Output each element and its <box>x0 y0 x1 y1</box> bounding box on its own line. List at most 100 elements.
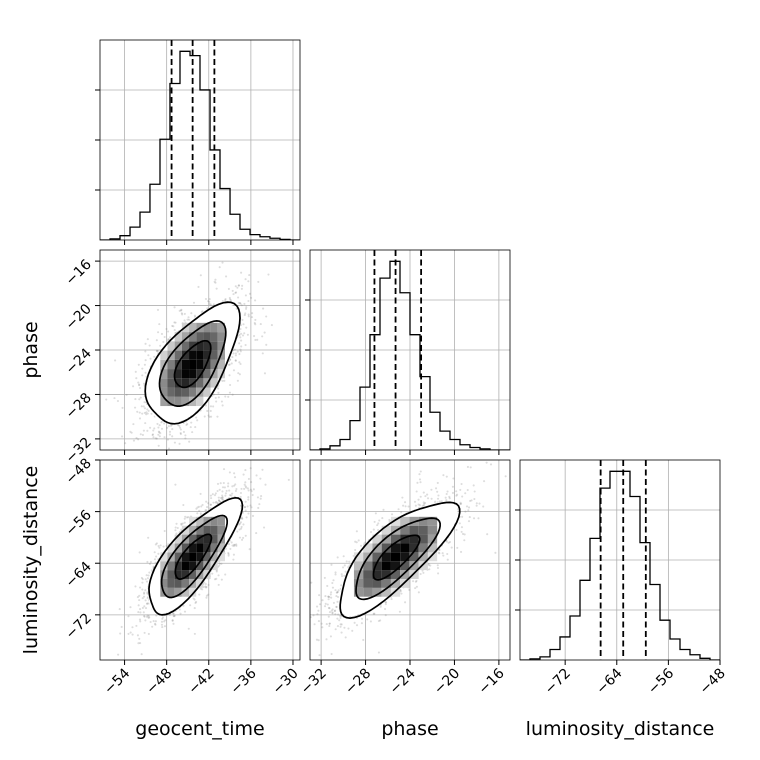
scatter-point <box>174 321 177 324</box>
scatter-point <box>120 625 123 628</box>
scatter-point <box>161 626 164 629</box>
scatter-point <box>146 338 149 341</box>
scatter-point <box>215 287 218 290</box>
contour-line <box>148 496 244 616</box>
scatter-point <box>229 298 232 301</box>
scatter-point <box>196 512 199 515</box>
scatter-point <box>208 298 211 301</box>
scatter-point <box>229 547 232 550</box>
density-cell <box>189 525 197 535</box>
scatter-point <box>157 444 160 447</box>
scatter-point <box>247 313 250 316</box>
scatter-point <box>240 271 243 274</box>
scatter-point <box>287 478 290 481</box>
scatter-point <box>264 483 267 486</box>
scatter-point <box>243 332 246 335</box>
scatter-point <box>139 642 142 645</box>
scatter-point <box>193 632 196 635</box>
scatter-point <box>415 585 418 588</box>
density-cell <box>174 369 182 379</box>
scatter-point <box>239 324 242 327</box>
density-cell <box>196 332 204 342</box>
scatter-point <box>138 417 142 420</box>
scatter-point <box>141 581 144 584</box>
scatter-point <box>228 543 231 546</box>
scatter-point <box>146 614 149 617</box>
scatter-point <box>141 433 144 437</box>
scatter-point <box>256 496 259 499</box>
density-cell <box>167 378 175 388</box>
scatter-point <box>255 532 258 535</box>
scatter-point <box>139 433 142 436</box>
scatter-point <box>190 421 193 424</box>
scatter-point <box>259 477 262 480</box>
scatter-point <box>187 627 190 630</box>
scatter-point <box>465 505 469 508</box>
scatter-point <box>438 500 441 503</box>
scatter-point <box>206 506 209 509</box>
scatter-point <box>143 401 146 404</box>
scatter-point <box>151 433 154 437</box>
scatter-point <box>216 490 219 493</box>
scatter-point <box>417 503 420 506</box>
panel-frame <box>519 459 721 661</box>
density-cell <box>160 350 168 360</box>
scatter-point <box>141 606 144 610</box>
scatter-point <box>215 577 218 580</box>
density-cell <box>210 369 218 379</box>
scatter-point <box>119 632 122 635</box>
density-cell <box>189 396 197 407</box>
scatter-point <box>214 501 217 504</box>
scatter-point <box>186 422 189 426</box>
scatter-point <box>246 505 249 508</box>
scatter-point <box>143 382 146 385</box>
scatter-point <box>176 424 180 427</box>
scatter-point <box>158 424 161 427</box>
scatter-point <box>220 400 223 403</box>
scatter-point <box>336 600 339 603</box>
density-cell <box>189 387 197 397</box>
scatter-point <box>180 523 183 526</box>
scatter-point <box>252 488 255 491</box>
scatter-point <box>231 356 234 359</box>
scatter-point <box>144 599 147 602</box>
density-cell <box>203 350 211 360</box>
scatter-point <box>160 332 164 336</box>
scatter-point <box>142 611 145 614</box>
density-cell <box>181 561 190 571</box>
scatter-point <box>146 412 149 415</box>
scatter-point <box>218 488 221 491</box>
scatter-point <box>239 348 242 351</box>
scatter-point <box>132 423 135 426</box>
scatter-point <box>210 415 213 418</box>
scatter-point <box>243 302 246 306</box>
scatter-point <box>147 574 150 577</box>
density-cell <box>181 396 190 407</box>
scatter-point <box>223 486 226 489</box>
scatter-point <box>184 434 187 437</box>
scatter-point <box>442 474 445 477</box>
scatter-point <box>207 583 210 587</box>
density-cell <box>217 369 225 379</box>
density-cell <box>210 525 218 535</box>
scatter-point <box>234 352 237 355</box>
scatter-point <box>327 595 330 598</box>
scatter-point <box>211 493 214 496</box>
scatter-point <box>244 469 247 472</box>
scatter-point <box>254 323 257 326</box>
scatter-point <box>235 543 238 546</box>
scatter-point <box>160 427 164 430</box>
scatter-point <box>172 612 175 615</box>
scatter-point <box>167 338 170 341</box>
density-cell <box>174 578 182 588</box>
scatter-point <box>234 483 237 486</box>
scatter-point <box>230 541 233 544</box>
scatter-point <box>144 350 147 353</box>
scatter-point <box>305 650 307 652</box>
scatter-point <box>335 591 338 594</box>
scatter-point <box>148 616 151 619</box>
density-cell <box>217 516 225 526</box>
scatter-point <box>140 653 143 656</box>
scatter-point <box>182 503 185 507</box>
density-cell <box>181 341 190 351</box>
